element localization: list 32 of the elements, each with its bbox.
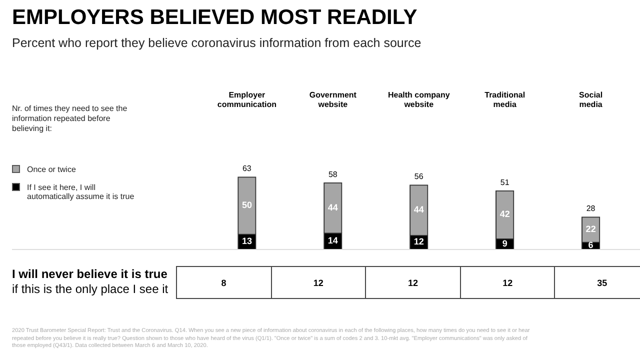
- data-label: 42: [500, 209, 510, 220]
- text: I will never believe it is true: [12, 267, 168, 282]
- data-label: 6: [588, 240, 594, 250]
- chart-subtitle: Percent who report they believe coronavirus information from each source: [12, 36, 422, 50]
- x-tick-label: Health company website: [388, 90, 450, 109]
- chart-title: EMPLOYERS BELIEVED MOST READILY: [12, 6, 418, 30]
- text: 12: [271, 266, 366, 298]
- data-label: 44: [328, 202, 338, 212]
- text: 12: [460, 266, 555, 298]
- total-label: 56: [414, 172, 424, 182]
- legend-label: Once or twice: [27, 165, 77, 174]
- text: 35: [554, 266, 640, 298]
- x-tick-label: Traditional media: [484, 90, 526, 109]
- data-label: 12: [414, 236, 424, 247]
- text: 12: [366, 266, 460, 298]
- total-label: 63: [242, 164, 252, 174]
- legend-title: Nr. of times they need to see the information repeated before believing it:: [12, 104, 128, 134]
- text: if this is the only place I see it: [12, 282, 168, 297]
- legend-label: If I see it here, I will automatically assume it is true: [27, 183, 136, 201]
- total-label: 58: [328, 170, 338, 179]
- data-label: 50: [242, 200, 252, 210]
- data-label: 9: [502, 238, 508, 248]
- data-label: 44: [414, 204, 424, 215]
- x-tick-label: Government website: [309, 90, 357, 109]
- data-label: 14: [328, 235, 338, 246]
- total-label: 28: [586, 204, 596, 214]
- x-tick-label: Employer communication: [217, 90, 277, 109]
- total-label: 51: [500, 178, 510, 187]
- data-label: 13: [242, 236, 252, 246]
- text: 8: [176, 266, 272, 298]
- x-tick-label: Social media: [579, 90, 603, 109]
- data-label: 22: [586, 224, 596, 234]
